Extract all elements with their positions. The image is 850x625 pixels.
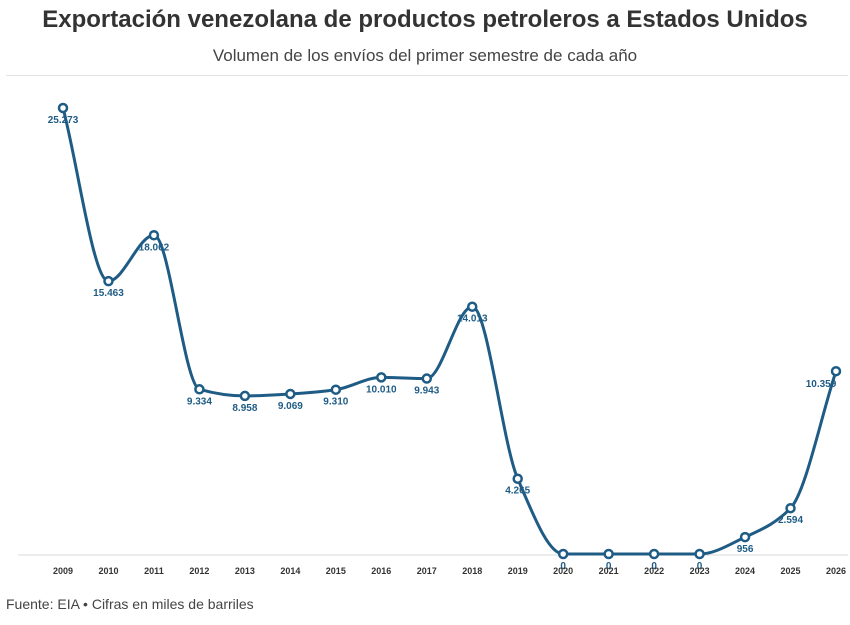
data-label-2023: 0 — [697, 561, 703, 572]
x-tick-2023: 2023 — [690, 566, 710, 576]
data-label-2018: 14.013 — [457, 314, 488, 325]
x-tick-2010: 2010 — [98, 566, 118, 576]
data-point-2021 — [603, 548, 614, 560]
data-label-2024: 956 — [737, 544, 754, 555]
chart-title: Exportación venezolana de productos petr… — [42, 6, 808, 33]
series-line — [61, 107, 838, 556]
x-tick-2014: 2014 — [280, 566, 300, 576]
x-tick-2019: 2019 — [508, 566, 528, 576]
data-label-2016: 10.010 — [366, 384, 397, 395]
x-tick-2026: 2026 — [826, 566, 846, 576]
chart-subtitle: Volumen de los envíos del primer semestr… — [212, 46, 638, 65]
x-tick-2009: 2009 — [53, 566, 73, 576]
x-tick-2021: 2021 — [599, 566, 619, 576]
data-point-2022 — [648, 548, 660, 560]
data-point-2016 — [376, 372, 387, 383]
x-tick-2017: 2017 — [417, 566, 437, 576]
x-tick-2012: 2012 — [189, 566, 209, 576]
data-point-2025 — [785, 502, 796, 514]
x-tick-2011: 2011 — [144, 566, 164, 576]
data-point-2020 — [557, 548, 569, 560]
header-divider — [6, 75, 848, 76]
data-label-2009: 25.273 — [48, 115, 79, 126]
data-label-2022: 0 — [651, 561, 657, 572]
data-label-2020: 0 — [560, 561, 566, 572]
data-label-2012: 9.334 — [187, 396, 212, 407]
data-label-2014: 9.069 — [278, 401, 303, 412]
data-label-2015: 9.310 — [323, 397, 348, 408]
x-tick-2013: 2013 — [235, 566, 255, 576]
data-point-2015 — [330, 384, 342, 395]
x-tick-2024: 2024 — [735, 566, 755, 576]
data-point-2013 — [239, 390, 251, 402]
data-label-2021: 0 — [606, 561, 612, 572]
data-point-2026 — [830, 365, 842, 377]
data-label-2025: 2.594 — [778, 515, 803, 526]
data-point-2023 — [694, 548, 705, 560]
x-tick-2015: 2015 — [326, 566, 346, 576]
data-label-2011: 18.062 — [139, 242, 170, 253]
data-point-2017 — [421, 373, 433, 384]
x-tick-2016: 2016 — [371, 566, 391, 576]
data-label-2019: 4.265 — [505, 486, 530, 497]
data-label-2017: 9.943 — [414, 386, 439, 397]
data-point-2024 — [739, 531, 751, 543]
data-point-2010 — [103, 275, 114, 287]
source-note: Fuente: EIA • Cifras en miles de barrile… — [6, 596, 254, 612]
data-point-2012 — [194, 384, 205, 395]
x-tick-2025: 2025 — [781, 566, 801, 576]
data-label-2013: 8.958 — [232, 403, 257, 414]
data-point-2018 — [466, 301, 478, 312]
data-point-2011 — [148, 230, 160, 241]
x-tick-2020: 2020 — [553, 566, 573, 576]
data-point-2009 — [57, 102, 69, 114]
x-tick-2018: 2018 — [462, 566, 482, 576]
data-point-2014 — [285, 388, 296, 400]
x-tick-2022: 2022 — [644, 566, 664, 576]
data-label-2010: 15.463 — [93, 288, 124, 299]
data-label-2026: 10.359 — [806, 379, 837, 390]
data-point-2019 — [512, 473, 523, 484]
